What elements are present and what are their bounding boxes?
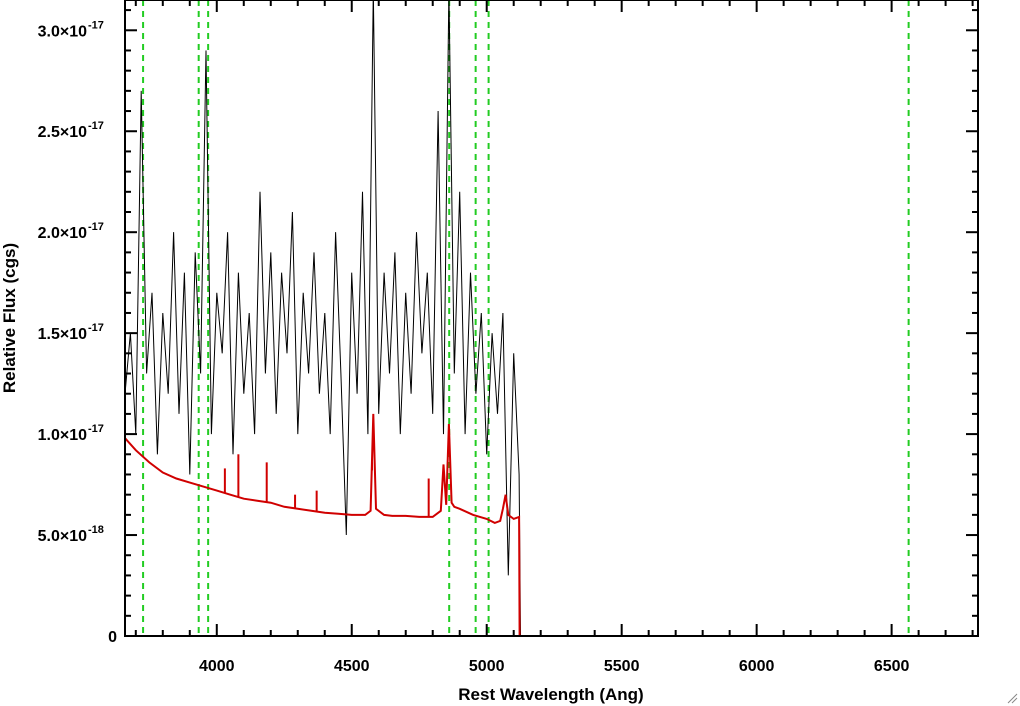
spectrum-series (125, 0, 978, 636)
x-axis: 4000 4500 5000 5500 6000 6500 (134, 0, 974, 675)
x-tick-label: 4500 (334, 658, 370, 675)
y-tick-exponent: -17 (88, 19, 104, 31)
resize-grip-icon[interactable] (1006, 692, 1018, 704)
x-tick-label: 6000 (739, 658, 775, 675)
y-tick-label: 5.0×10 (38, 528, 87, 545)
x-tick-label: 5000 (469, 658, 505, 675)
observed-spectrum-line (125, 0, 978, 636)
y-tick-exponent: -17 (88, 221, 104, 233)
y-tick-exponent: -17 (88, 120, 104, 132)
y-tick-exponent: -18 (88, 524, 104, 536)
reference-lines (142, 0, 910, 636)
model-fit-line (125, 413, 978, 636)
y-axis: 05.0×10 -181.0×10 -171.5×10 -172.0×10 -172.5… (38, 9, 978, 646)
x-axis-label: Rest Wavelength (Ang) (458, 685, 643, 704)
y-tick-exponent: -17 (88, 423, 104, 435)
x-tick-label: 4000 (199, 658, 235, 675)
y-tick-label: 1.5×10 (38, 326, 87, 343)
x-tick-label: 5500 (604, 658, 640, 675)
y-tick-label: 0 (108, 629, 117, 646)
y-tick-exponent: -17 (88, 322, 104, 334)
y-axis-label: Relative Flux (cgs) (0, 243, 19, 393)
y-tick-label: 3.0×10 (38, 23, 87, 40)
y-tick-label: 2.0×10 (38, 225, 87, 242)
x-tick-label: 6500 (874, 658, 910, 675)
y-tick-label: 2.5×10 (38, 124, 87, 141)
y-tick-label: 1.0×10 (38, 427, 87, 444)
plot-frame (124, 0, 979, 637)
